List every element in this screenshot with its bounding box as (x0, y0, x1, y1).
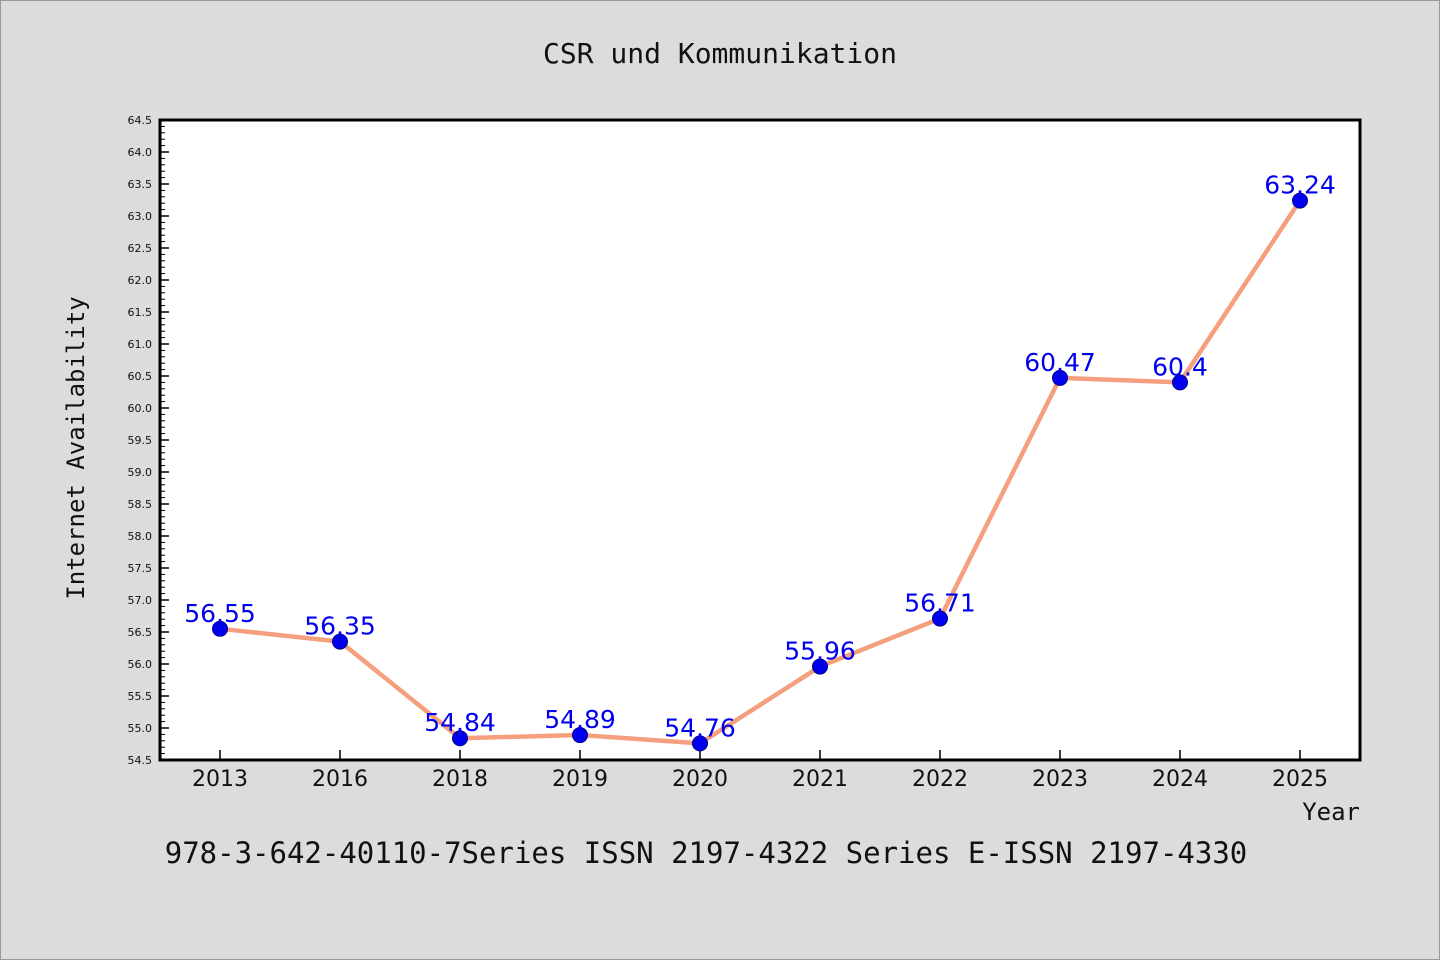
y-tick-label: 58.5 (128, 498, 153, 511)
y-tick-label: 58.0 (128, 530, 153, 543)
y-axis: 54.5 55.0 55.5 56.0 56.5 57.0 57.5 58.0 58.5 59.0… (128, 114, 169, 767)
data-label: 60.47 (1024, 348, 1096, 377)
data-label: 56.35 (304, 612, 376, 641)
data-label: 63.24 (1264, 171, 1336, 200)
data-point (812, 658, 828, 675)
data-point (692, 735, 708, 752)
y-tick-label: 59.0 (128, 466, 153, 479)
x-tick-label: 2018 (432, 767, 488, 792)
data-label: 54.84 (424, 708, 496, 737)
data-point (332, 633, 348, 650)
y-tick-label: 64.5 (128, 114, 153, 127)
data-point (1292, 192, 1308, 209)
y-tick-label: 61.0 (128, 338, 153, 351)
y-tick-label: 63.0 (128, 210, 153, 223)
x-tick-label: 2013 (192, 767, 248, 792)
data-label: 55.96 (784, 637, 856, 666)
data-label: 54.76 (664, 713, 736, 742)
x-axis: 2013 2016 2018 2019 2020 2021 2022 2023 2024 2025 (192, 750, 1328, 792)
data-point (1052, 369, 1068, 386)
plot-area (160, 120, 1360, 760)
data-point (452, 730, 468, 747)
x-axis-title: Year (1302, 798, 1360, 826)
y-tick-label: 56.5 (128, 626, 153, 639)
y-tick-label: 64.0 (128, 146, 153, 159)
y-tick-label: 59.5 (128, 434, 153, 447)
y-tick-label: 61.5 (128, 306, 153, 319)
y-tick-label: 60.0 (128, 402, 153, 415)
x-tick-label: 2023 (1032, 767, 1088, 792)
y-tick-label: 62.5 (128, 242, 153, 255)
y-tick-label: 55.5 (128, 690, 153, 703)
data-point (212, 620, 228, 637)
x-tick-label: 2019 (552, 767, 608, 792)
y-tick-label: 57.0 (128, 594, 153, 607)
x-tick-label: 2025 (1272, 767, 1328, 792)
footer-text: 978-3-642-40110-7Series ISSN 2197-4322 S… (165, 836, 1248, 870)
x-tick-label: 2020 (672, 767, 728, 792)
y-tick-label: 62.0 (128, 274, 153, 287)
plot-border (158, 118, 1362, 762)
x-tick-label: 2022 (912, 767, 968, 792)
y-tick-label: 56.0 (128, 658, 153, 671)
data-label: 56.71 (904, 589, 976, 618)
data-label: 60.4 (1152, 352, 1208, 381)
y-axis-title: Internet Availability (62, 296, 90, 599)
y-tick-label: 60.5 (128, 370, 153, 383)
y-tick-label: 57.5 (128, 562, 153, 575)
data-point (572, 727, 588, 744)
x-tick-label: 2016 (312, 767, 368, 792)
y-tick-label: 55.0 (128, 722, 153, 735)
chart-title: CSR und Kommunikation (543, 37, 897, 70)
series-layer: 56.55 56.35 54.84 54.89 54.76 55.96 56.71 60.47… (184, 171, 1336, 752)
data-label: 56.55 (184, 599, 256, 628)
series-line (217, 198, 1303, 746)
data-point (932, 610, 948, 627)
y-tick-label: 54.5 (128, 754, 153, 767)
data-point (1172, 374, 1188, 391)
y-tick-label: 63.5 (128, 178, 153, 191)
x-tick-label: 2021 (792, 767, 848, 792)
x-tick-label: 2024 (1152, 767, 1208, 792)
data-label: 54.89 (544, 705, 616, 734)
